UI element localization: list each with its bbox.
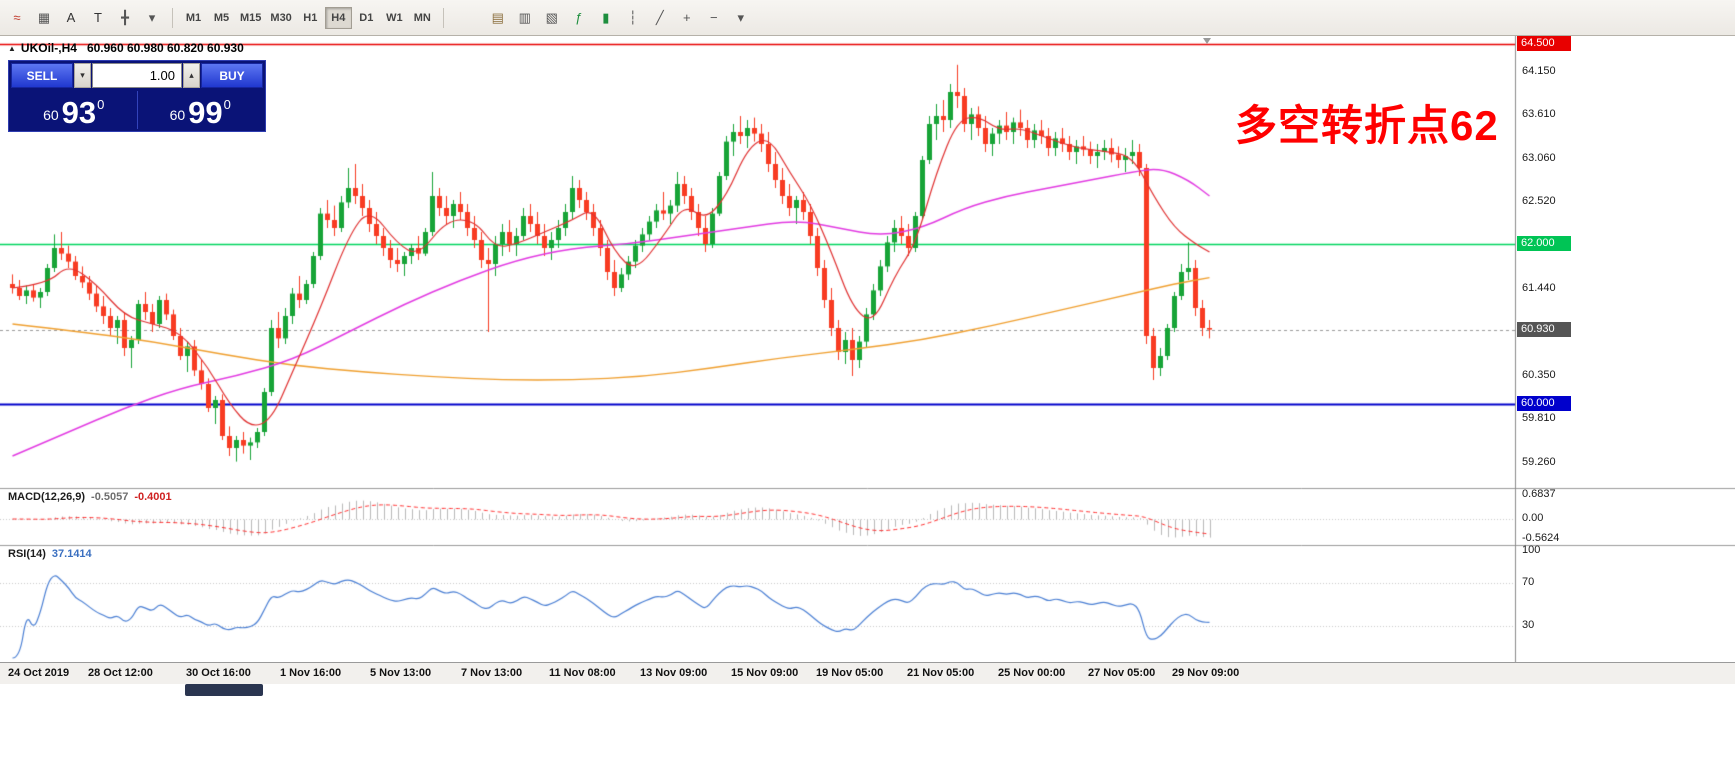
symbol-period-label: UKOil-,H4 xyxy=(20,41,77,55)
buy-price-big: 99 xyxy=(188,95,223,130)
zoom-out-icon[interactable]: − xyxy=(701,6,727,30)
chart-bars-icon[interactable]: ┆ xyxy=(620,6,646,30)
market-watch-icon[interactable]: ▥ xyxy=(512,6,538,30)
sell-button[interactable]: SELL xyxy=(11,63,73,88)
price-badge-60.000: 60.000 xyxy=(1517,396,1571,411)
bottom-left-widget xyxy=(185,684,263,696)
price-tick-label: 60.350 xyxy=(1522,369,1556,381)
timeframe-m5[interactable]: M5 xyxy=(208,7,235,29)
chart-candles-icon[interactable]: ▮ xyxy=(593,6,619,30)
tools-dropdown-icon[interactable]: ▾ xyxy=(139,6,165,30)
toolbar: ≈ ▦ A T ╋ ▾ M1 M5 M15 M30 H1 H4 D1 W1 MN ▤ ▥ ▧ ƒ ▮ ┆ ╱ + − ▾ xyxy=(0,0,1735,36)
zoom-in-icon[interactable]: + xyxy=(674,6,700,30)
text-box-icon[interactable]: T xyxy=(85,6,111,30)
volume-input[interactable] xyxy=(92,63,182,88)
price-tick-label: 63.610 xyxy=(1522,108,1556,121)
bottom-strip xyxy=(0,684,1735,760)
volume-increase-button[interactable]: ▴ xyxy=(183,63,200,88)
timeframe-m15[interactable]: M15 xyxy=(236,7,265,29)
time-label: 7 Nov 13:00 xyxy=(461,667,523,679)
timeframe-h1[interactable]: H1 xyxy=(297,7,324,29)
time-label: 1 Nov 16:00 xyxy=(280,667,342,679)
chart-title: ▲ UKOil-,H4 60.960 60.980 60.820 60.930 xyxy=(8,41,244,55)
price-tick-label: 62.520 xyxy=(1522,195,1556,208)
chart-dropdown-icon[interactable]: ▾ xyxy=(728,6,754,30)
time-label: 5 Nov 13:00 xyxy=(370,667,432,679)
macd-label: MACD(12,26,9) -0.5057 -0.4001 xyxy=(8,491,172,503)
time-label: 30 Oct 16:00 xyxy=(186,667,251,679)
rsi-name: RSI(14) xyxy=(8,548,46,560)
macd-scale-label: -0.5624 xyxy=(1522,531,1560,544)
timeframe-d1[interactable]: D1 xyxy=(353,7,380,29)
price-badge-60.930: 60.930 xyxy=(1517,321,1571,337)
time-label: 13 Nov 09:00 xyxy=(640,667,708,679)
rsi-scale-label: 100 xyxy=(1522,544,1541,556)
timeframe-mn[interactable]: MN xyxy=(409,7,436,29)
volume-decrease-button[interactable]: ▾ xyxy=(74,63,91,88)
rsi-value: 37.1414 xyxy=(51,548,92,560)
buy-price-prefix: 60 xyxy=(169,107,186,123)
navigator-icon[interactable]: ▧ xyxy=(539,6,565,30)
price-divider xyxy=(136,91,138,129)
time-label: 19 Nov 05:00 xyxy=(816,667,884,679)
time-label: 11 Nov 08:00 xyxy=(549,667,616,679)
timeframe-w1[interactable]: W1 xyxy=(381,7,408,29)
rsi-label: RSI(14) 37.1414 xyxy=(8,548,92,560)
time-label: 29 Nov 09:00 xyxy=(1172,667,1240,679)
price-badge-64.500: 64.500 xyxy=(1517,36,1571,51)
chart-shift-marker[interactable] xyxy=(1203,38,1211,44)
buy-button[interactable]: BUY xyxy=(201,63,263,88)
price-tick-label: 59.260 xyxy=(1522,456,1556,469)
text-label-icon[interactable]: A xyxy=(58,6,84,30)
macd-scale-label: 0.6837 xyxy=(1522,488,1556,501)
timeframe-group: M1 M5 M15 M30 H1 H4 D1 W1 MN xyxy=(180,6,436,29)
crosshair-icon[interactable]: ╋ xyxy=(112,6,138,30)
time-label: 21 Nov 05:00 xyxy=(907,667,975,679)
symbol-icon: ▲ xyxy=(8,43,16,53)
sell-price-prefix: 60 xyxy=(43,107,59,123)
buy-price-display: 60 99 0 xyxy=(138,89,264,131)
price-tick-label: 59.810 xyxy=(1522,412,1556,425)
chart-area: ▲ UKOil-,H4 60.960 60.980 60.820 60.930 … xyxy=(0,36,1735,662)
timeframe-m30[interactable]: M30 xyxy=(266,7,295,29)
price-badge-62.000: 62.000 xyxy=(1517,236,1571,251)
price-tick-label: 61.440 xyxy=(1522,281,1556,294)
timeframe-h4[interactable]: H4 xyxy=(324,6,352,29)
sell-price-display: 60 93 0 xyxy=(11,89,137,131)
chart-line-icon[interactable]: ╱ xyxy=(647,6,673,30)
new-order-icon[interactable]: ▤ xyxy=(485,6,511,30)
toolbar-separator-1 xyxy=(172,7,173,28)
toolbar-separator-2 xyxy=(442,7,444,28)
chart-canvas[interactable] xyxy=(0,36,1735,662)
time-label: 24 Oct 2019 xyxy=(8,667,70,679)
macd-value-main: -0.5057 xyxy=(91,491,129,503)
rsi-scale-label: 70 xyxy=(1522,576,1535,589)
indicators-icon[interactable]: ƒ xyxy=(566,6,592,30)
timeframe-m1[interactable]: M1 xyxy=(180,7,207,29)
time-axis[interactable]: 24 Oct 2019 28 Oct 12:00 30 Oct 16:00 1 Nov… xyxy=(0,662,1735,684)
time-label: 25 Nov 00:00 xyxy=(998,667,1066,679)
macd-name: MACD(12,26,9) xyxy=(8,491,86,503)
grid-icon[interactable]: ▦ xyxy=(31,6,57,30)
toolbar-right-icons: ▤ ▥ ▧ ƒ ▮ ┆ ╱ + − ▾ xyxy=(485,6,754,30)
rsi-scale-label: 30 xyxy=(1522,618,1535,631)
time-label: 15 Nov 09:00 xyxy=(731,667,799,679)
sell-price-big: 93 xyxy=(61,95,97,130)
chart-text-annotation[interactable]: 多空转折点62 xyxy=(1235,102,1499,149)
buy-price-sup: 0 xyxy=(223,97,231,112)
ohlc-values: 60.960 60.980 60.820 60.930 xyxy=(86,41,244,55)
chart-wizard-icon[interactable]: ≈ xyxy=(4,6,30,30)
macd-scale-label: 0.00 xyxy=(1522,512,1544,524)
time-label: 28 Oct 12:00 xyxy=(88,667,153,679)
price-tick-label: 63.060 xyxy=(1522,152,1556,165)
toolbar-left-icons: ≈ ▦ A T ╋ ▾ xyxy=(4,6,165,30)
time-label: 27 Nov 05:00 xyxy=(1088,667,1156,679)
price-tick-label: 64.150 xyxy=(1522,65,1556,77)
sell-price-sup: 0 xyxy=(97,97,105,112)
price-axis[interactable]: 64.150 63.610 63.060 62.520 61.440 60.350 59.8… xyxy=(1516,36,1735,662)
macd-value-signal: -0.4001 xyxy=(134,491,172,503)
